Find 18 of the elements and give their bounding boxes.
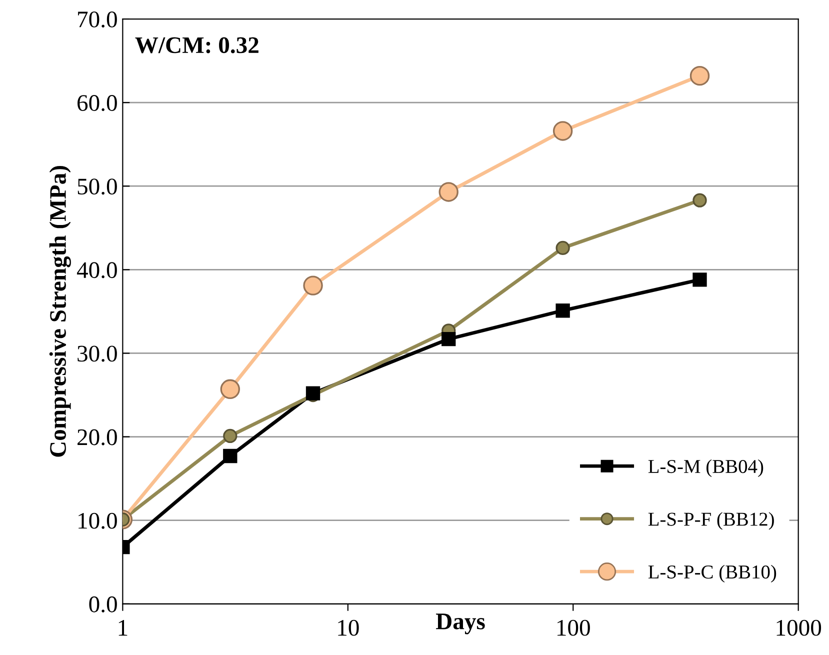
legend-label: L-S-P-C (BB10) xyxy=(648,564,776,583)
x-axis-title: Days xyxy=(436,614,485,634)
y-tick-label: 70.0 xyxy=(78,11,117,28)
y-tick-label: 0.0 xyxy=(89,596,117,612)
y-tick-label: 40.0 xyxy=(76,262,117,278)
x-tick-label: 1 xyxy=(118,620,128,636)
y-tick-label: 30.0 xyxy=(78,346,117,362)
y-axis-title: Compressive Strength (MPa) xyxy=(49,166,71,457)
legend-label: L-S-M (BB04) xyxy=(648,459,764,478)
y-tick-label: 50.0 xyxy=(78,178,117,195)
legend-label: L-S-P-F (BB12) xyxy=(648,512,774,530)
y-tick-label: 60.0 xyxy=(78,95,117,112)
y-tick-label: 10.0 xyxy=(78,512,117,529)
y-tick-label: 20.0 xyxy=(78,429,117,446)
x-tick-label: 1000 xyxy=(776,620,822,636)
x-tick-label: 10 xyxy=(338,620,359,636)
x-tick-label: 100 xyxy=(557,620,590,636)
annotation: W/CM: 0.32 xyxy=(135,37,258,54)
